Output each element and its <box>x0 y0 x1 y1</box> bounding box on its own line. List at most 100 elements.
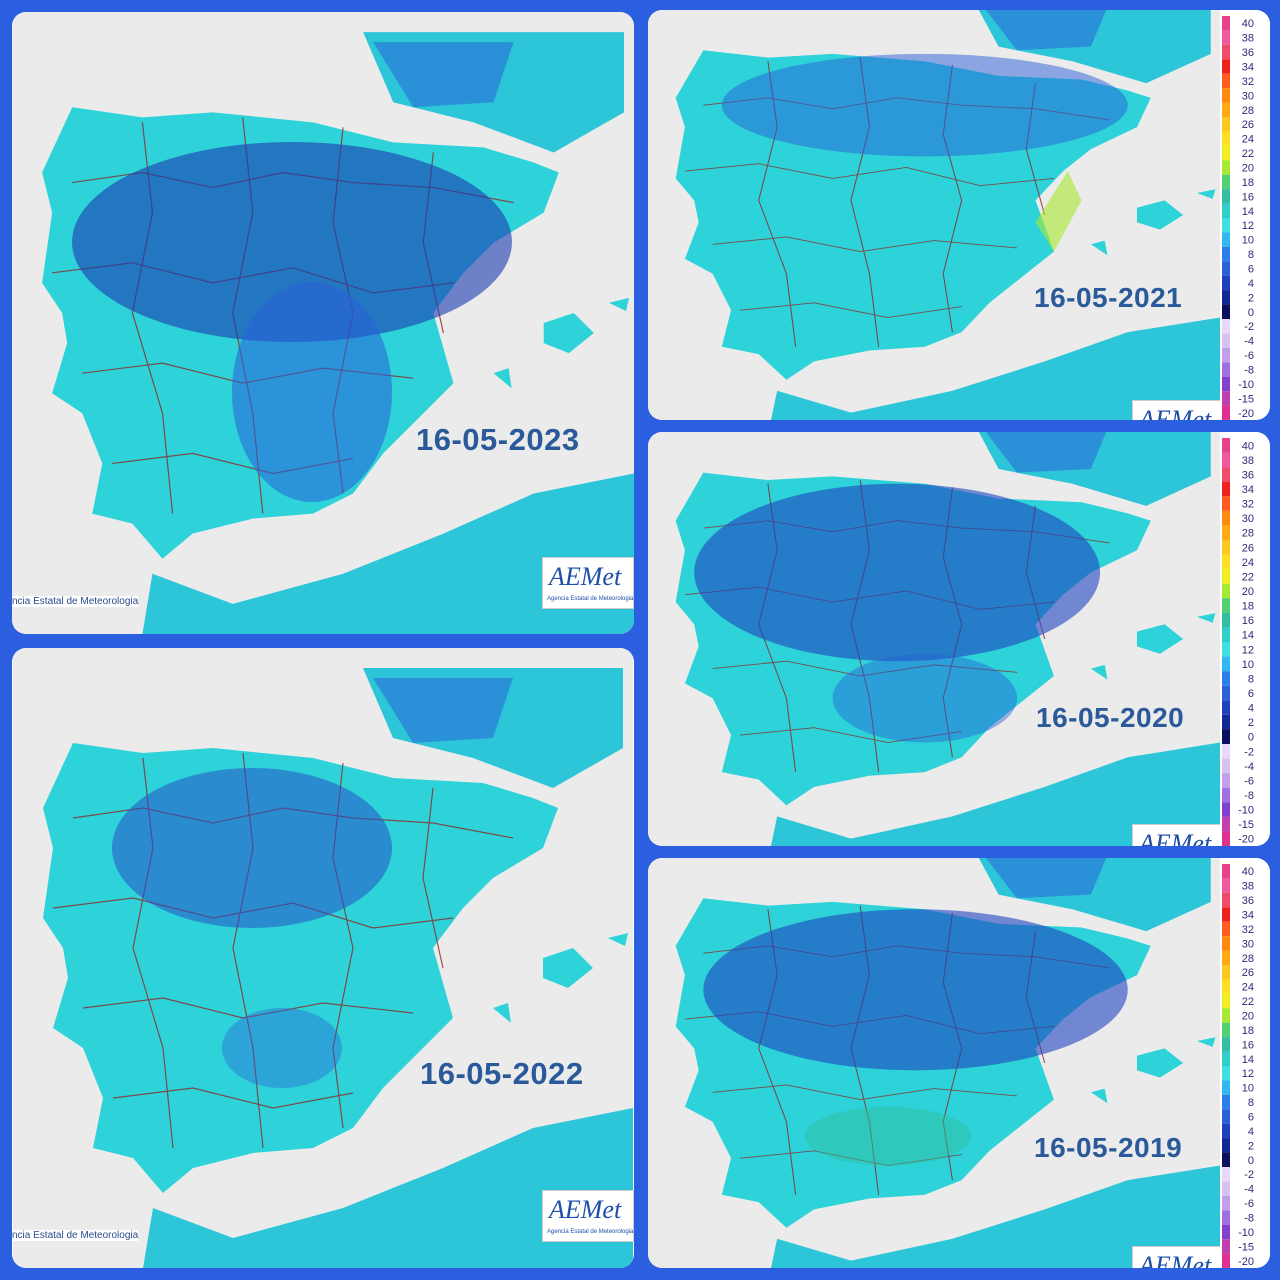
legend-swatch <box>1222 802 1230 817</box>
legend-label: 10 <box>1242 235 1254 247</box>
legend-label: -2 <box>1244 746 1254 758</box>
legend-swatch <box>1222 907 1230 922</box>
legend-swatch <box>1222 88 1230 103</box>
logo-sub: Agencia Estatal de Meteorologia <box>547 1229 634 1235</box>
legend-label: 8 <box>1248 1097 1254 1109</box>
legend-swatch <box>1222 131 1230 146</box>
legend-label: 18 <box>1242 1025 1254 1037</box>
legend-label: 12 <box>1242 644 1254 656</box>
map-panel: 16-05-2023 ncia Estatal de Meteorologia … <box>12 12 634 634</box>
legend-swatch <box>1222 540 1230 555</box>
legend-label: 26 <box>1242 119 1254 131</box>
legend-label: 28 <box>1242 105 1254 117</box>
legend-swatch <box>1222 1080 1230 1095</box>
legend-label: 4 <box>1248 1126 1254 1138</box>
legend: 4038363432302826242220181614121086420-2-… <box>1220 432 1270 846</box>
legend-label: 0 <box>1248 1155 1254 1167</box>
legend-label: 36 <box>1242 47 1254 59</box>
legend-label: -20 <box>1238 834 1254 846</box>
legend-swatch <box>1222 773 1230 788</box>
legend-swatch <box>1222 376 1230 392</box>
legend-swatch <box>1222 714 1230 730</box>
map <box>648 10 1220 420</box>
legend-swatch <box>1222 787 1230 803</box>
legend-swatch <box>1222 685 1230 701</box>
legend-swatch <box>1222 44 1230 60</box>
legend-swatch <box>1222 347 1230 363</box>
legend-swatch <box>1222 1167 1230 1182</box>
legend-swatch <box>1222 362 1230 377</box>
legend-swatch <box>1222 671 1230 686</box>
legend-swatch <box>1222 950 1230 965</box>
legend-swatch <box>1222 1210 1230 1225</box>
legend-label: -8 <box>1244 790 1254 802</box>
logo-main: AEMet <box>1139 829 1212 846</box>
legend-label: -4 <box>1244 761 1254 773</box>
legend-label: 16 <box>1242 191 1254 203</box>
legend-swatch <box>1222 510 1230 526</box>
legend-label: 30 <box>1242 938 1254 950</box>
legend-label: 36 <box>1242 895 1254 907</box>
legend-swatch <box>1222 145 1230 161</box>
legend-label: 28 <box>1242 953 1254 965</box>
map-panel: 16-05-2022 ncia Estatal de Meteorologia … <box>12 648 634 1268</box>
date-label: 16-05-2021 <box>1034 282 1183 313</box>
legend-label: 34 <box>1242 484 1254 496</box>
legend-label: 6 <box>1248 264 1254 276</box>
legend-label: 32 <box>1242 499 1254 511</box>
legend-label: 26 <box>1242 542 1254 554</box>
legend-label: -10 <box>1238 805 1254 817</box>
legend-label: 2 <box>1248 292 1254 304</box>
legend-swatch <box>1222 304 1230 319</box>
legend: 4038363432302826242220181614121086420-2-… <box>1220 858 1270 1268</box>
legend-label: -2 <box>1244 321 1254 333</box>
legend-swatch <box>1222 275 1230 291</box>
legend-swatch <box>1222 319 1230 334</box>
legend-swatch <box>1222 656 1230 672</box>
legend-swatch <box>1222 642 1230 657</box>
legend-label: 6 <box>1248 688 1254 700</box>
legend-label: 34 <box>1242 62 1254 74</box>
legend-swatch <box>1222 203 1230 218</box>
legend-swatch <box>1222 160 1230 175</box>
legend-label: 30 <box>1242 90 1254 102</box>
legend-swatch <box>1222 232 1230 247</box>
legend-swatch <box>1222 438 1230 453</box>
legend-swatch <box>1222 744 1230 759</box>
legend-label: 18 <box>1242 177 1254 189</box>
legend-swatch <box>1222 117 1230 132</box>
legend-swatch <box>1222 921 1230 937</box>
legend-label: 24 <box>1242 982 1254 994</box>
map <box>648 432 1220 846</box>
legend-swatch <box>1222 1152 1230 1167</box>
legend-label: 0 <box>1248 307 1254 319</box>
logo-main: AEMet <box>549 562 622 591</box>
legend-swatch <box>1222 1022 1230 1038</box>
legend-label: 22 <box>1242 571 1254 583</box>
legend-swatch <box>1222 496 1230 511</box>
legend-swatch <box>1222 525 1230 540</box>
legend-swatch <box>1222 729 1230 744</box>
legend-swatch <box>1222 878 1230 893</box>
legend-swatch <box>1222 59 1230 74</box>
legend-swatch <box>1222 1239 1230 1254</box>
legend-label: -10 <box>1238 1227 1254 1239</box>
legend-label: 8 <box>1248 249 1254 261</box>
legend-label: 24 <box>1242 134 1254 146</box>
legend-swatch <box>1222 333 1230 348</box>
legend-label: 16 <box>1242 615 1254 627</box>
legend-swatch <box>1222 1253 1230 1268</box>
legend-swatch <box>1222 979 1230 994</box>
legend-label: 22 <box>1242 148 1254 160</box>
legend-swatch <box>1222 1037 1230 1052</box>
legend-label: -20 <box>1238 408 1254 420</box>
legend: 4038363432302826242220181614121086420-2-… <box>1220 10 1270 420</box>
legend-swatch <box>1222 174 1230 190</box>
legend-swatch <box>1222 700 1230 715</box>
legend-label: -4 <box>1244 336 1254 348</box>
legend-label: -4 <box>1244 1184 1254 1196</box>
footer: ncia Estatal de Meteorologia <box>12 596 139 607</box>
legend-label: -8 <box>1244 1213 1254 1225</box>
